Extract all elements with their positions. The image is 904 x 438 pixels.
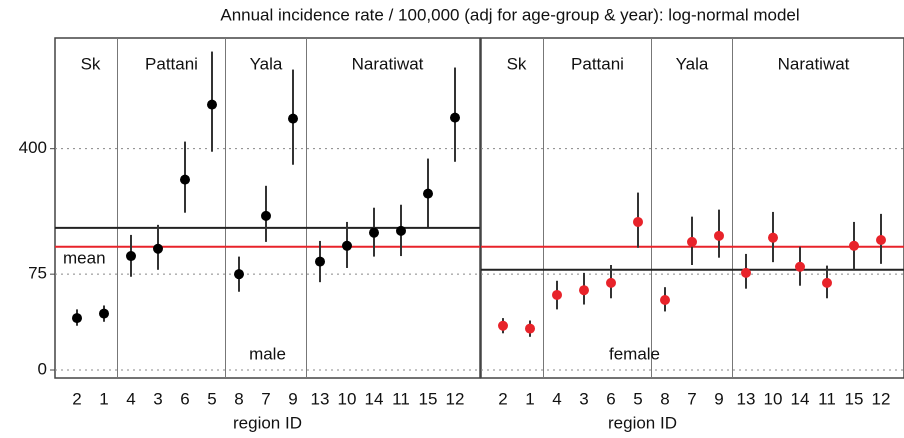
x-tick-label: 10 — [764, 389, 783, 408]
x-tick-label: 3 — [153, 389, 162, 408]
point — [99, 308, 109, 319]
point — [288, 113, 298, 124]
panel-frame — [54, 37, 481, 379]
point — [822, 277, 832, 288]
x-tick-label: 4 — [126, 389, 135, 408]
x-tick-label: 6 — [606, 389, 615, 408]
x-tick-label: 6 — [180, 389, 189, 408]
point — [795, 261, 805, 272]
group-label: Sk — [507, 54, 527, 73]
point — [768, 232, 778, 243]
y-tick-label: 400 — [19, 138, 47, 157]
point — [687, 236, 697, 247]
point — [606, 277, 616, 288]
x-tick-label: 10 — [338, 389, 357, 408]
point — [498, 320, 508, 331]
x-tick-label: 5 — [207, 389, 216, 408]
point — [180, 174, 190, 185]
group-label: Naratiwat — [778, 54, 850, 73]
group-label: Yala — [250, 54, 283, 73]
x-tick-label: 8 — [234, 389, 243, 408]
x-axis-label: region ID — [233, 413, 302, 432]
x-tick-label: 1 — [99, 389, 108, 408]
x-tick-label: 9 — [714, 389, 723, 408]
x-tick-label: 11 — [818, 389, 836, 408]
point — [423, 188, 433, 199]
x-axis-label: region ID — [608, 413, 677, 432]
x-tick-label: 12 — [872, 389, 891, 408]
point — [525, 323, 535, 334]
point — [633, 216, 643, 227]
x-tick-label: 7 — [687, 389, 696, 408]
x-tick-label: 13 — [737, 389, 756, 408]
x-tick-label: 12 — [446, 389, 465, 408]
x-tick-label: 1 — [525, 389, 534, 408]
y-tick-label: 75 — [28, 264, 47, 283]
x-tick-label: 7 — [261, 389, 270, 408]
point — [552, 289, 562, 300]
point — [714, 230, 724, 241]
y-tick-label: 0 — [38, 359, 47, 378]
point — [72, 313, 82, 324]
panel-label: female — [609, 344, 660, 363]
x-tick-label: 15 — [845, 389, 864, 408]
point — [396, 225, 406, 236]
point — [342, 240, 352, 251]
point — [126, 251, 136, 262]
point — [660, 295, 670, 306]
x-tick-label: 14 — [365, 389, 384, 408]
panel-frame — [480, 37, 904, 379]
x-tick-label: 2 — [498, 389, 507, 408]
x-tick-label: 4 — [552, 389, 561, 408]
group-label: Sk — [81, 54, 101, 73]
x-tick-label: 8 — [660, 389, 669, 408]
point — [369, 227, 379, 238]
panel-label: male — [249, 344, 286, 363]
x-tick-label: 3 — [579, 389, 588, 408]
group-label: Pattani — [145, 54, 198, 73]
point — [849, 240, 859, 251]
x-tick-label: 2 — [72, 389, 81, 408]
mean-label: mean — [63, 248, 106, 267]
chart-title: Annual incidence rate / 100,000 (adj for… — [220, 5, 799, 24]
point — [207, 99, 217, 110]
point — [876, 234, 886, 245]
point — [450, 112, 460, 123]
x-tick-label: 14 — [791, 389, 810, 408]
x-tick-label: 11 — [392, 389, 410, 408]
group-label: Pattani — [571, 54, 624, 73]
group-label: Naratiwat — [352, 54, 424, 73]
x-tick-label: 5 — [633, 389, 642, 408]
point — [315, 256, 325, 267]
group-label: Yala — [676, 54, 709, 73]
point — [261, 210, 271, 221]
point — [579, 285, 589, 296]
x-tick-label: 15 — [419, 389, 438, 408]
point — [234, 269, 244, 280]
point — [741, 267, 751, 278]
x-tick-label: 13 — [311, 389, 330, 408]
point — [153, 243, 163, 254]
x-tick-label: 9 — [288, 389, 297, 408]
